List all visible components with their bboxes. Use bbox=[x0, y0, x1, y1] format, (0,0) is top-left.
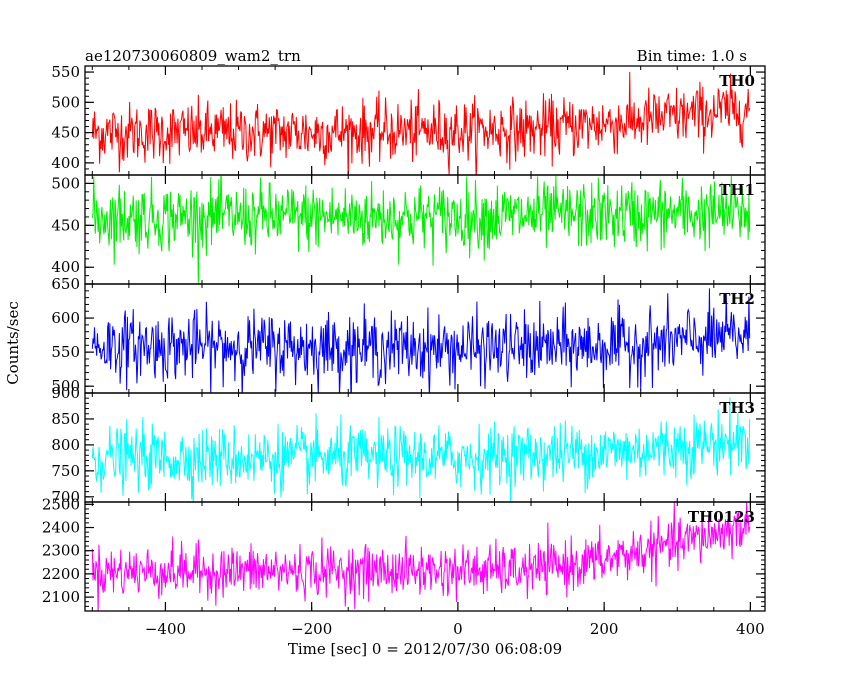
x-tick-label: 400 bbox=[736, 620, 765, 638]
series-th2 bbox=[91, 288, 751, 393]
y-tick-label: 600 bbox=[51, 309, 80, 327]
series-th0 bbox=[91, 71, 751, 175]
y-tick-label: 800 bbox=[51, 436, 80, 454]
y-tick-label: 2400 bbox=[42, 519, 80, 537]
x-tick-label: 200 bbox=[590, 620, 619, 638]
series-th1 bbox=[91, 175, 751, 284]
y-tick-label: 2100 bbox=[42, 588, 80, 606]
panel-th1: 400 450 500 TH1 bbox=[51, 174, 766, 285]
y-tick-label: 2500 bbox=[42, 495, 80, 513]
y-tick-label: 550 bbox=[51, 343, 80, 361]
y-tick-label: 400 bbox=[51, 154, 80, 172]
y-tick-label: 450 bbox=[51, 124, 80, 142]
panel-th0: 400 450 500 550 TH0 bbox=[51, 63, 766, 176]
series-name-label: TH2 bbox=[719, 290, 755, 308]
series-name-label: TH0123 bbox=[688, 508, 755, 526]
x-tick-label: −200 bbox=[291, 620, 332, 638]
panel-th3: 700 750 800 850 900 TH3 bbox=[51, 384, 766, 506]
x-axis-label: Time [sec] 0 = 2012/07/30 06:08:09 bbox=[288, 640, 562, 658]
plot-panels: 400 450 500 550 TH0 400 450 500 TH1 500 550 600 650 T… bbox=[42, 63, 766, 612]
y-tick-label: 550 bbox=[51, 63, 80, 81]
y-tick-label: 2200 bbox=[42, 565, 80, 583]
panel-th2: 500 550 600 650 TH2 bbox=[51, 275, 766, 395]
series-name-label: TH0 bbox=[719, 72, 755, 90]
y-tick-label: 500 bbox=[51, 174, 80, 192]
x-tick-label: −400 bbox=[145, 620, 186, 638]
y-tick-label: 850 bbox=[51, 410, 80, 428]
y-tick-label: 500 bbox=[51, 377, 80, 395]
series-name-label: TH1 bbox=[719, 181, 755, 199]
series-th0123 bbox=[91, 502, 751, 611]
y-tick-label: 400 bbox=[51, 258, 80, 276]
y-axis-label: Counts/sec bbox=[4, 301, 22, 385]
bin-time-label: Bin time: 1.0 s bbox=[637, 47, 747, 65]
y-tick-label: 700 bbox=[51, 488, 80, 506]
series-name-label: TH3 bbox=[719, 399, 755, 417]
y-tick-label: 2300 bbox=[42, 542, 80, 560]
panel-frame bbox=[84, 501, 766, 612]
y-tick-label: 750 bbox=[51, 462, 80, 480]
series-th3 bbox=[91, 397, 751, 502]
x-axis: −400 −200 0 200 400 bbox=[145, 620, 765, 638]
x-tick-label: 0 bbox=[453, 620, 463, 638]
y-tick-label: 650 bbox=[51, 275, 80, 293]
y-tick-label: 450 bbox=[51, 216, 80, 234]
y-tick-label: 900 bbox=[51, 384, 80, 402]
panel-th0123: 2100 2200 2300 2400 2500 TH0123 bbox=[42, 495, 766, 612]
observation-id-label: ae120730060809_wam2_trn bbox=[85, 47, 301, 65]
y-tick-label: 500 bbox=[51, 93, 80, 111]
